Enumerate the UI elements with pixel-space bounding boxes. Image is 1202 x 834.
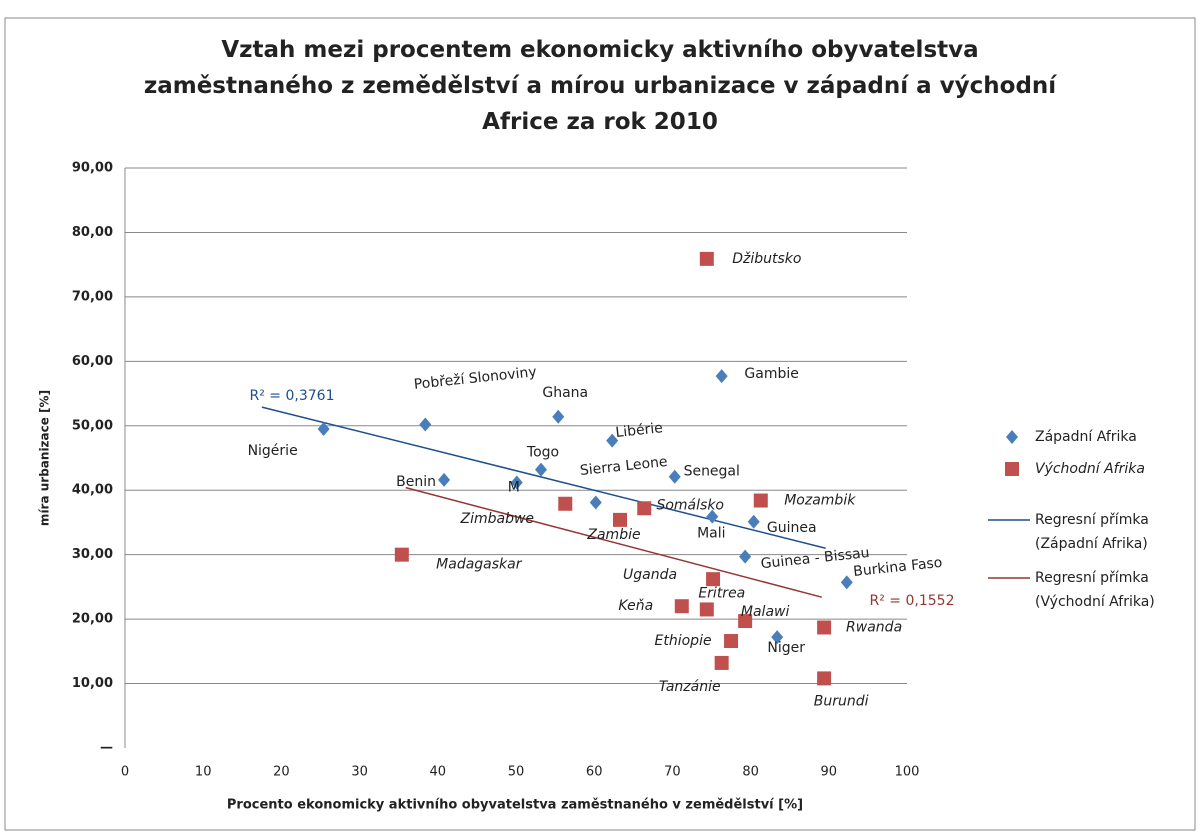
point bbox=[724, 634, 739, 649]
y-tick-label: 70,00 bbox=[72, 289, 113, 304]
point-label: Eritrea bbox=[698, 585, 745, 601]
point-label: Zambie bbox=[586, 527, 640, 543]
x-tick-label: 70 bbox=[664, 765, 681, 780]
point bbox=[558, 496, 573, 511]
point bbox=[419, 417, 432, 432]
legend-label: Západní Afrika bbox=[1035, 429, 1137, 445]
x-axis-label: Procento ekonomicky aktivního obyvatelst… bbox=[227, 798, 803, 813]
x-tick-label: 60 bbox=[586, 765, 603, 780]
point bbox=[753, 493, 768, 508]
r-squared: R² = 0,3761 bbox=[250, 388, 335, 404]
x-tick-label: 50 bbox=[508, 765, 525, 780]
y-axis-label: míra urbanizace [%] bbox=[38, 390, 52, 526]
point bbox=[438, 472, 451, 487]
y-tick-label: 40,00 bbox=[72, 483, 113, 498]
r-squared: R² = 0,1552 bbox=[870, 593, 955, 609]
legend-label: Regresní přímka (Východní Afrika) bbox=[1035, 570, 1155, 610]
point bbox=[714, 655, 729, 670]
point bbox=[317, 422, 330, 436]
legend-label: Východní Afrika bbox=[1035, 461, 1145, 477]
point-label: Džibutsko bbox=[732, 251, 801, 267]
point-label: Mali bbox=[697, 526, 725, 542]
point-label: Malawi bbox=[741, 604, 790, 620]
x-tick-label: 0 bbox=[121, 765, 129, 780]
point bbox=[699, 602, 714, 617]
point-label: Nigérie bbox=[248, 443, 298, 459]
point-label: Rwanda bbox=[846, 619, 902, 635]
point bbox=[699, 251, 714, 266]
point bbox=[747, 514, 760, 529]
point-label: Togo bbox=[526, 445, 559, 461]
point-label: Benin bbox=[396, 474, 436, 490]
x-tick-label: 10 bbox=[195, 765, 212, 780]
point bbox=[840, 575, 853, 590]
trendline bbox=[405, 486, 822, 598]
point-label: Zimbabwe bbox=[459, 511, 534, 527]
point-label: Uganda bbox=[623, 567, 677, 583]
point bbox=[771, 630, 784, 645]
x-tick-label: 90 bbox=[821, 765, 838, 780]
point bbox=[1005, 462, 1019, 476]
point-label: Ethiopie bbox=[655, 633, 712, 649]
point bbox=[668, 469, 681, 484]
point-label: Keňa bbox=[618, 598, 653, 614]
x-tick-label: 30 bbox=[351, 765, 368, 780]
point bbox=[552, 409, 565, 424]
point bbox=[739, 549, 752, 564]
point bbox=[674, 599, 689, 614]
y-tick-label: — bbox=[100, 741, 113, 756]
x-tick-label: 100 bbox=[895, 765, 920, 780]
y-tick-label: 90,00 bbox=[72, 161, 113, 176]
x-tick-label: 40 bbox=[430, 765, 447, 780]
point-label: Mozambik bbox=[784, 493, 856, 509]
y-tick-label: 10,00 bbox=[72, 676, 113, 691]
point bbox=[715, 369, 728, 384]
point bbox=[1006, 430, 1018, 444]
point bbox=[613, 512, 628, 527]
point-label: Guinea bbox=[767, 520, 817, 536]
point bbox=[706, 572, 721, 587]
y-tick-label: 20,00 bbox=[72, 612, 113, 627]
point bbox=[817, 620, 832, 635]
point-label: Gambie bbox=[744, 366, 798, 382]
y-tick-label: 50,00 bbox=[72, 418, 113, 433]
y-tick-label: 60,00 bbox=[72, 354, 113, 369]
point bbox=[510, 475, 523, 490]
point-label: Tanzánie bbox=[659, 679, 721, 695]
point-label: Niger bbox=[767, 640, 805, 656]
point-label: Ghana bbox=[542, 385, 588, 401]
point bbox=[817, 671, 832, 686]
point-label: Somálsko bbox=[656, 497, 724, 513]
point-label: Senegal bbox=[684, 464, 740, 480]
legend-label: Regresní přímka (Západní Afrika) bbox=[1035, 512, 1149, 552]
x-tick-label: 20 bbox=[273, 765, 290, 780]
point bbox=[535, 462, 548, 477]
point-label: Burundi bbox=[814, 693, 869, 709]
point bbox=[738, 614, 753, 629]
point bbox=[394, 547, 409, 562]
point bbox=[706, 509, 719, 524]
x-tick-label: 80 bbox=[742, 765, 759, 780]
point-label: Madagaskar bbox=[436, 557, 523, 573]
point-label: Libérie bbox=[615, 420, 664, 441]
y-tick-label: 30,00 bbox=[72, 547, 113, 562]
trendline bbox=[261, 406, 826, 549]
chart-border bbox=[4, 17, 1196, 831]
point bbox=[589, 495, 602, 510]
point-label: M bbox=[508, 479, 520, 495]
point bbox=[606, 433, 619, 448]
point bbox=[637, 501, 652, 516]
y-tick-label: 80,00 bbox=[72, 225, 113, 240]
chart-title: Vztah mezi procentem ekonomicky aktivníh… bbox=[143, 37, 1057, 135]
